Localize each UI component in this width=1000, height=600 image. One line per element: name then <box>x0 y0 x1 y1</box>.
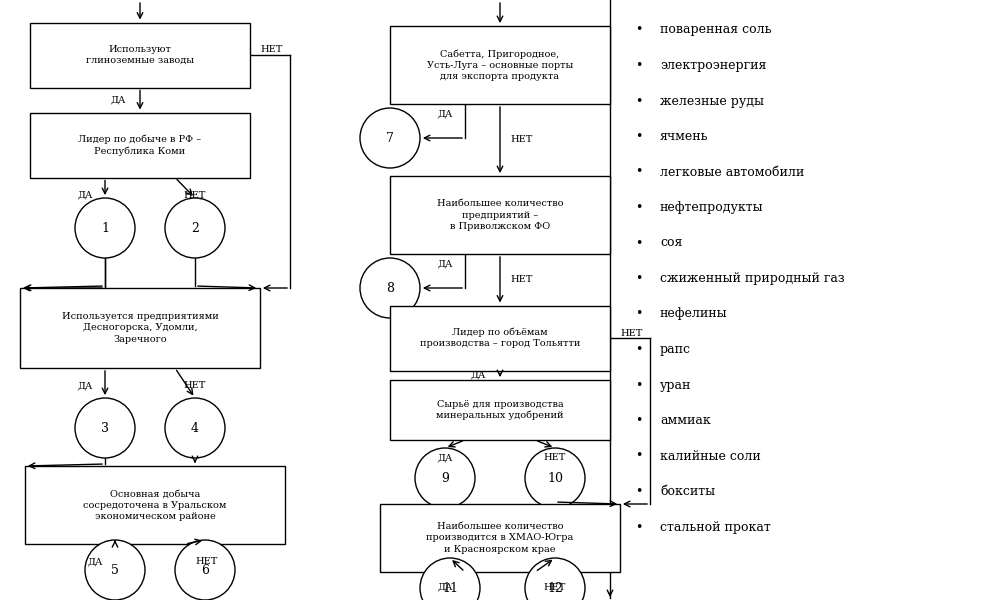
FancyBboxPatch shape <box>390 380 610 440</box>
Text: ячмень: ячмень <box>660 130 708 143</box>
Text: стальной прокат: стальной прокат <box>660 520 771 533</box>
Circle shape <box>415 448 475 508</box>
Text: НЕТ: НЕТ <box>511 136 533 145</box>
Text: •: • <box>635 59 642 72</box>
Text: •: • <box>635 166 642 179</box>
Text: ДА: ДА <box>77 382 93 391</box>
Text: НЕТ: НЕТ <box>621 329 643 337</box>
Circle shape <box>525 448 585 508</box>
Circle shape <box>525 558 585 600</box>
Text: •: • <box>635 520 642 533</box>
Text: ДА: ДА <box>437 259 453 269</box>
Text: 7: 7 <box>386 131 394 145</box>
FancyBboxPatch shape <box>390 176 610 254</box>
FancyBboxPatch shape <box>25 466 285 544</box>
Text: сжиженный природный газ: сжиженный природный газ <box>660 272 845 285</box>
Text: ДА: ДА <box>437 454 453 463</box>
Text: •: • <box>635 130 642 143</box>
Text: поваренная соль: поваренная соль <box>660 23 772 37</box>
Circle shape <box>165 198 225 258</box>
Text: 4: 4 <box>191 421 199 434</box>
Circle shape <box>175 540 235 600</box>
Text: •: • <box>635 485 642 498</box>
Text: Используется предприятиями
Десногорска, Удомли,
Заречного: Используется предприятиями Десногорска, … <box>62 313 218 344</box>
Circle shape <box>420 558 480 600</box>
Text: уран: уран <box>660 379 691 391</box>
Text: нефелины: нефелины <box>660 307 728 320</box>
Text: нефтепродукты: нефтепродукты <box>660 201 764 214</box>
Text: Сырьё для производства
минеральных удобрений: Сырьё для производства минеральных удобр… <box>436 400 564 421</box>
Text: ДА: ДА <box>437 583 453 592</box>
Text: калийные соли: калийные соли <box>660 449 761 463</box>
Text: 2: 2 <box>191 221 199 235</box>
Circle shape <box>75 398 135 458</box>
Text: Лидер по объёмам
производства – город Тольятти: Лидер по объёмам производства – город То… <box>420 328 580 348</box>
Text: •: • <box>635 379 642 391</box>
Text: НЕТ: НЕТ <box>261 46 283 55</box>
Text: •: • <box>635 272 642 285</box>
Text: НЕТ: НЕТ <box>184 191 206 200</box>
Text: легковые автомобили: легковые автомобили <box>660 166 804 179</box>
Text: бокситы: бокситы <box>660 485 715 498</box>
FancyBboxPatch shape <box>30 22 250 88</box>
Text: НЕТ: НЕТ <box>511 275 533 284</box>
Text: •: • <box>635 23 642 37</box>
Text: Наибольшее количество
производится в ХМАО-Югра
и Красноярском крае: Наибольшее количество производится в ХМА… <box>426 523 574 554</box>
Text: аммиак: аммиак <box>660 414 711 427</box>
Text: соя: соя <box>660 236 682 250</box>
Text: ДА: ДА <box>87 557 103 566</box>
Text: НЕТ: НЕТ <box>544 583 566 592</box>
Text: Основная добыча
сосредоточена в Уральском
экономическом районе: Основная добыча сосредоточена в Уральско… <box>83 490 227 521</box>
Text: ДА: ДА <box>110 95 126 104</box>
Text: 6: 6 <box>201 563 209 577</box>
Circle shape <box>360 108 420 168</box>
Text: •: • <box>635 236 642 250</box>
Circle shape <box>360 258 420 318</box>
Text: •: • <box>635 94 642 107</box>
Text: НЕТ: НЕТ <box>184 382 206 391</box>
FancyBboxPatch shape <box>20 288 260 368</box>
Text: ДА: ДА <box>437 109 453 118</box>
Text: •: • <box>635 201 642 214</box>
Text: •: • <box>635 414 642 427</box>
Text: •: • <box>635 343 642 356</box>
Text: НЕТ: НЕТ <box>196 557 218 566</box>
Text: 8: 8 <box>386 281 394 295</box>
Text: Лидер по добыче в РФ –
Республика Коми: Лидер по добыче в РФ – Республика Коми <box>78 134 202 155</box>
Text: ДА: ДА <box>77 191 93 200</box>
FancyBboxPatch shape <box>390 305 610 370</box>
Text: 11: 11 <box>442 581 458 595</box>
Text: 10: 10 <box>547 472 563 485</box>
Text: 12: 12 <box>547 581 563 595</box>
Text: 3: 3 <box>101 421 109 434</box>
Text: ДА: ДА <box>470 371 486 380</box>
Text: •: • <box>635 307 642 320</box>
Text: 9: 9 <box>441 472 449 485</box>
Circle shape <box>75 198 135 258</box>
Text: железные руды: железные руды <box>660 94 764 107</box>
Text: Сабетта, Пригородное,
Усть-Луга – основные порты
для экспорта продукта: Сабетта, Пригородное, Усть-Луга – основн… <box>427 49 573 81</box>
FancyBboxPatch shape <box>30 113 250 178</box>
Text: Наибольшее количество
предприятий –
в Приволжском ФО: Наибольшее количество предприятий – в Пр… <box>437 199 563 230</box>
Text: 5: 5 <box>111 563 119 577</box>
FancyBboxPatch shape <box>390 26 610 104</box>
Text: •: • <box>635 449 642 463</box>
Text: рапс: рапс <box>660 343 691 356</box>
Text: НЕТ: НЕТ <box>544 454 566 463</box>
FancyBboxPatch shape <box>380 504 620 572</box>
Circle shape <box>165 398 225 458</box>
Text: электроэнергия: электроэнергия <box>660 59 766 72</box>
Text: Используют
глиноземные заводы: Используют глиноземные заводы <box>86 45 194 65</box>
Text: 1: 1 <box>101 221 109 235</box>
Circle shape <box>85 540 145 600</box>
